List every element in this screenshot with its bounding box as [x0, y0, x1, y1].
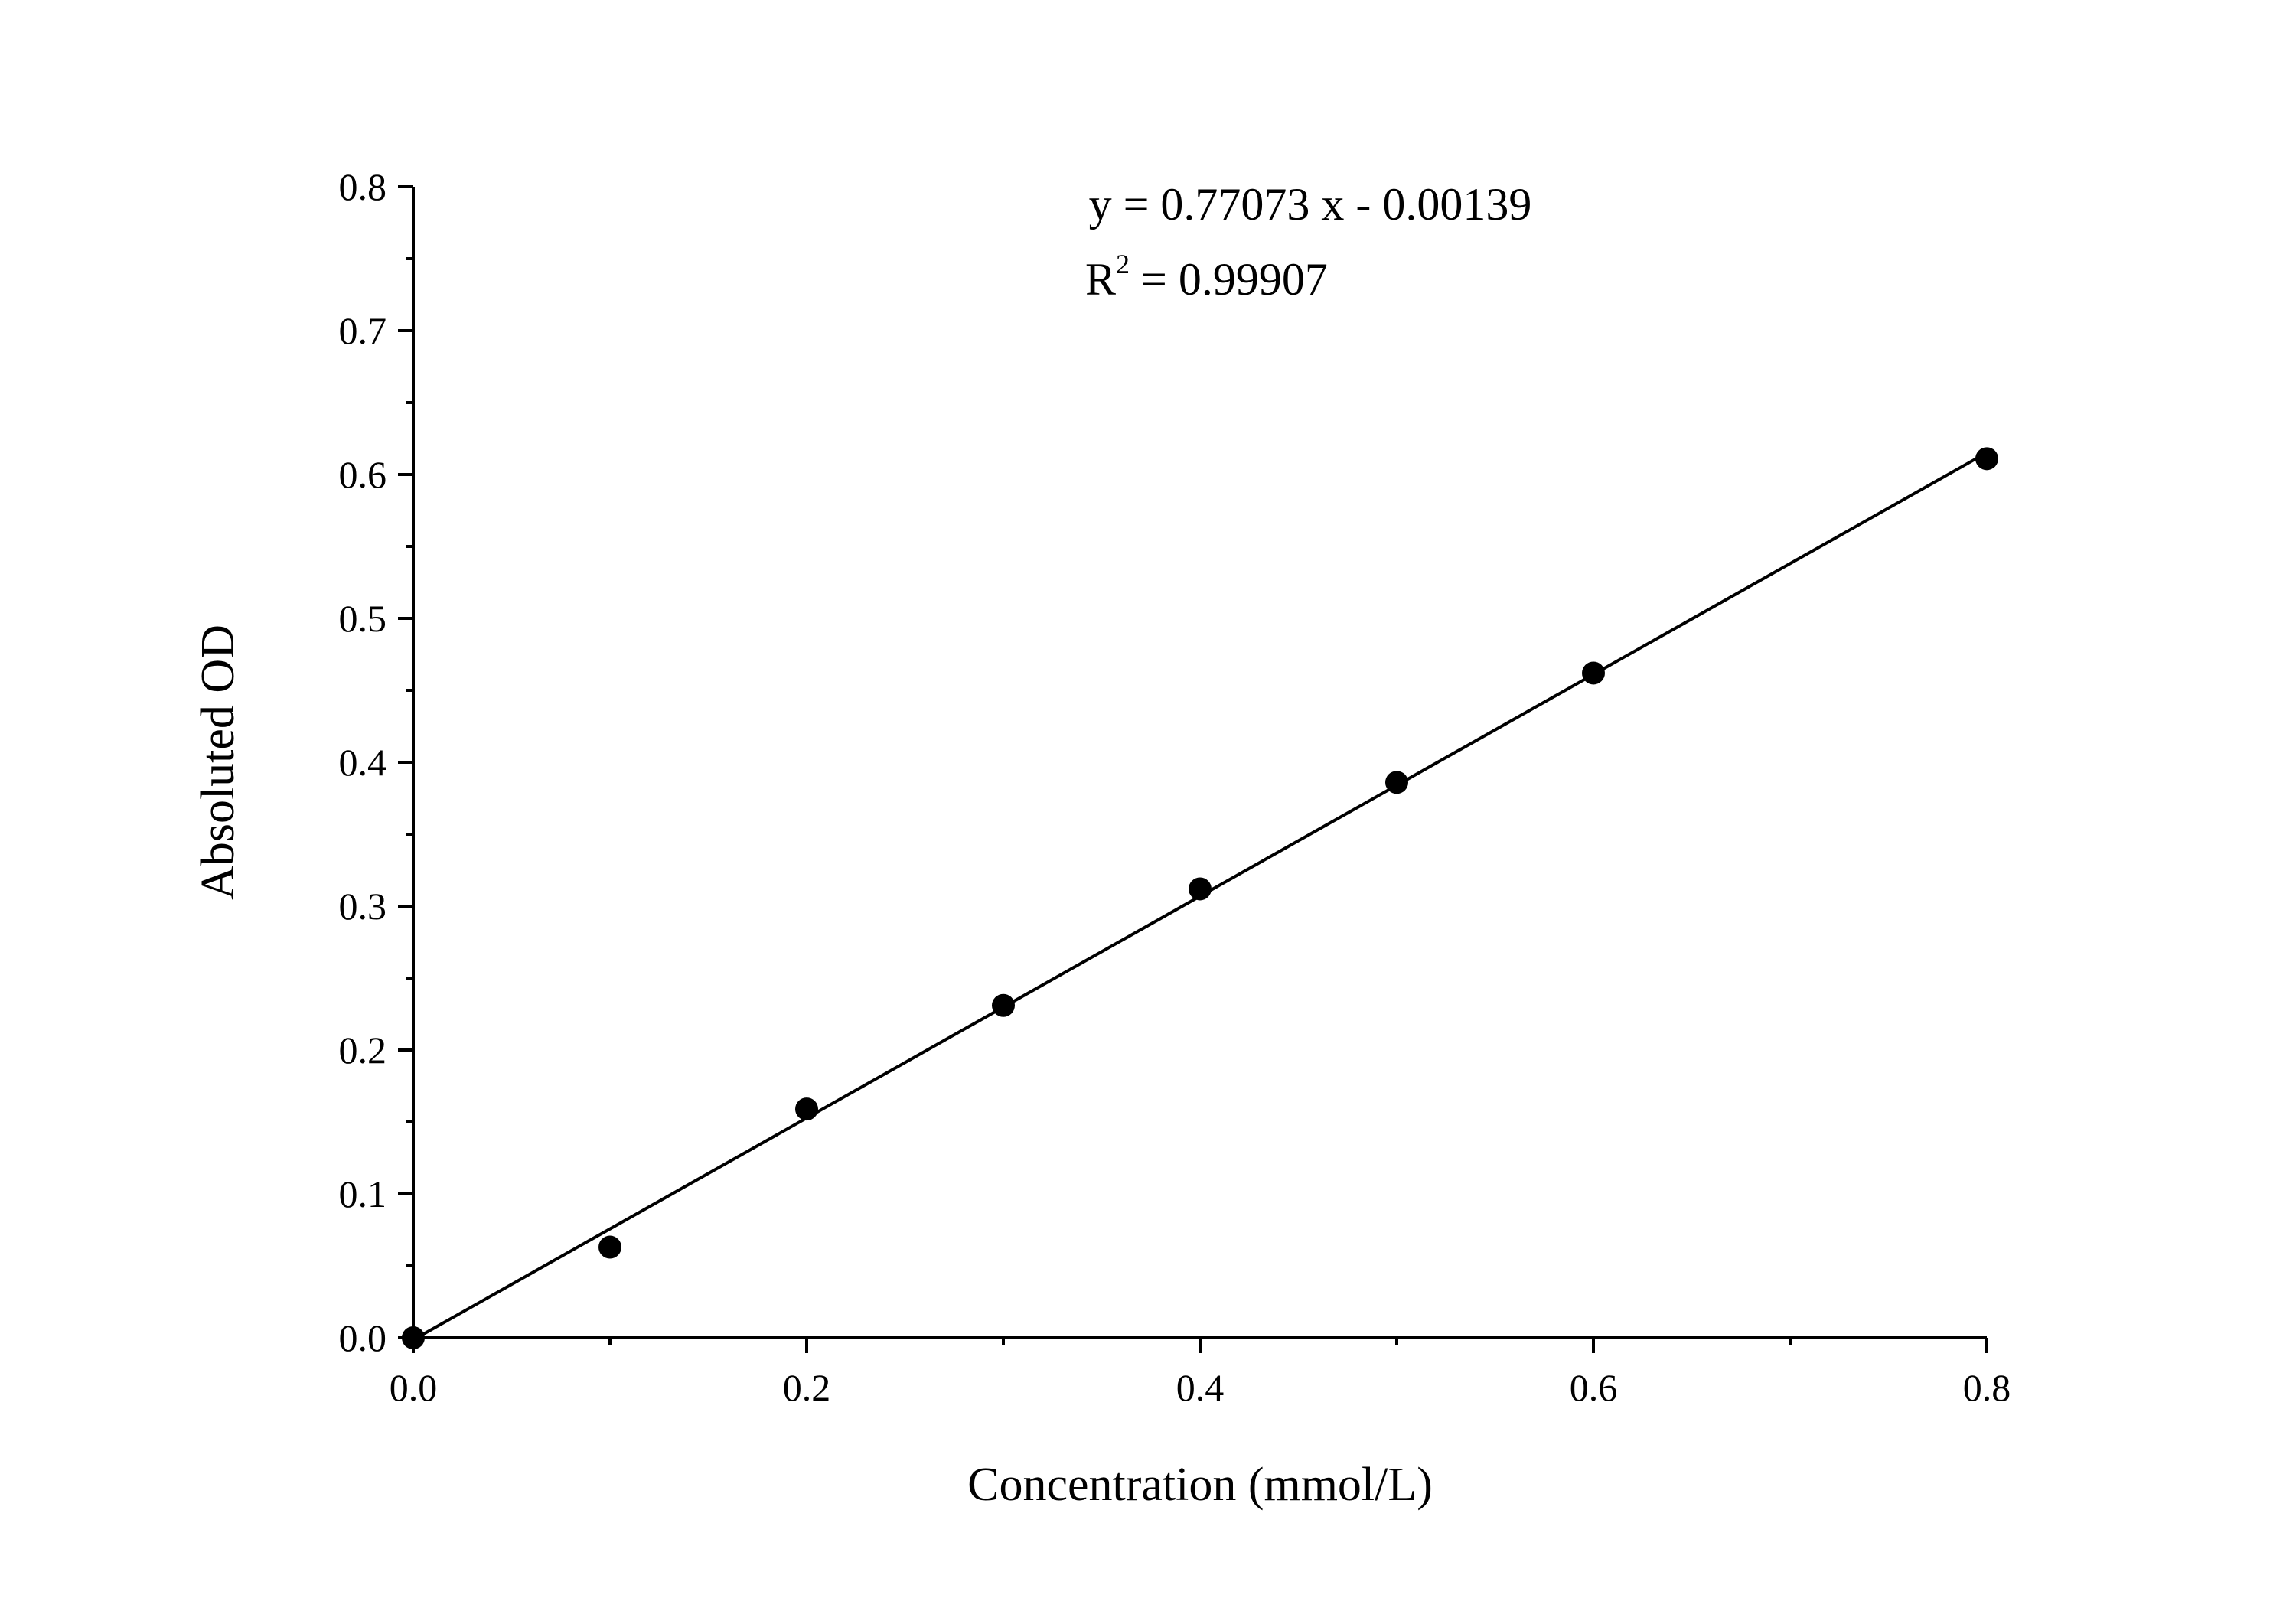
y-axis-title: Absoluted OD	[192, 625, 244, 900]
data-point	[1582, 661, 1605, 685]
data-point	[1975, 447, 1998, 471]
x-tick-label: 0.8	[1963, 1366, 2011, 1409]
y-tick-label: 0.1	[339, 1172, 387, 1215]
x-tick-label: 0.0	[390, 1366, 438, 1409]
x-tick-label: 0.6	[1570, 1366, 1618, 1409]
r2-superscript: 2	[1116, 249, 1130, 279]
x-axis-title: Concentration (mmol/L)	[967, 1459, 1433, 1511]
data-point	[598, 1235, 621, 1259]
x-tick-label: 0.2	[783, 1366, 831, 1409]
x-tick-label: 0.4	[1176, 1366, 1225, 1409]
y-tick-label: 0.4	[339, 741, 387, 784]
r-squared-annotation: R2 = 0.99907	[1085, 249, 1328, 305]
data-points	[402, 447, 1998, 1349]
data-point	[1189, 877, 1212, 901]
r2-label: R	[1085, 254, 1116, 305]
y-tick-label: 0.8	[339, 165, 387, 208]
axes	[412, 187, 1987, 1339]
y-tick-label: 0.3	[339, 885, 387, 928]
data-point	[402, 1326, 425, 1349]
y-tick-label: 0.0	[339, 1316, 387, 1359]
y-tick-label: 0.7	[339, 309, 387, 352]
r2-value: = 0.99907	[1130, 254, 1328, 305]
data-point	[1385, 771, 1408, 794]
y-tick-label: 0.2	[339, 1029, 387, 1071]
equation-annotation: y = 0.77073 x - 0.00139	[1089, 179, 1532, 230]
y-tick-label: 0.6	[339, 453, 387, 496]
data-point	[992, 993, 1015, 1017]
y-tick-label: 0.5	[339, 597, 387, 640]
data-point	[795, 1097, 818, 1121]
ticks: 0.0 0.1 0.2 0.3 0.4 0.5 0.6 0.7 0.8 0.0 0.2 0.4 0.6 0…	[339, 165, 2011, 1409]
